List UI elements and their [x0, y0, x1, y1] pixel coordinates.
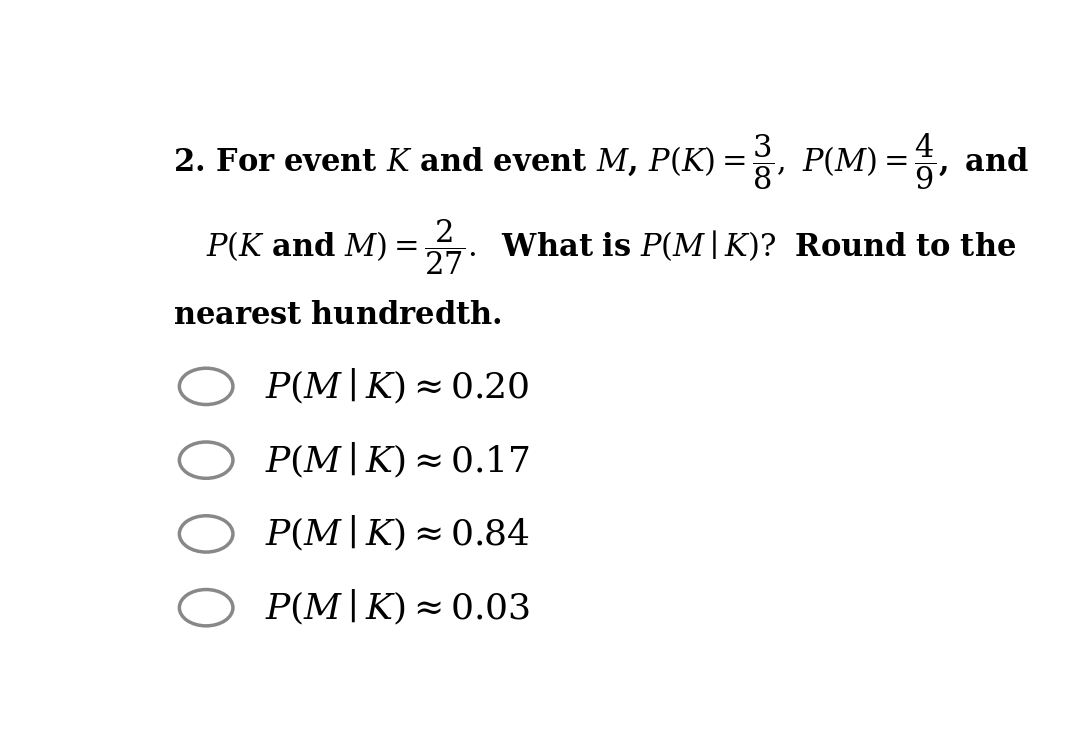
Text: $\mathbf{nearest\ hundredth.}$: $\mathbf{nearest\ hundredth.}$ — [173, 300, 501, 331]
Text: $P(M \mid K) \approx 0.84$: $P(M \mid K) \approx 0.84$ — [265, 514, 529, 553]
Text: $P(K\ \mathbf{and}\ M) = \dfrac{2}{27}.$  $\mathbf{What\ is}$ $P(M \mid K)$?  $\: $P(K\ \mathbf{and}\ M) = \dfrac{2}{27}.$… — [206, 217, 1016, 277]
Text: 2. $\mathbf{For\ event}$ $K$ $\mathbf{and\ event}$ $M\mathbf{,}$ $P(K) = \dfrac{: 2. $\mathbf{For\ event}$ $K$ $\mathbf{an… — [173, 132, 1028, 192]
Text: $P(M \mid K) \approx 0.17$: $P(M \mid K) \approx 0.17$ — [265, 441, 529, 480]
Text: $P(M \mid K) \approx 0.20$: $P(M \mid K) \approx 0.20$ — [265, 367, 529, 406]
Text: $P(M \mid K) \approx 0.03$: $P(M \mid K) \approx 0.03$ — [265, 588, 530, 627]
